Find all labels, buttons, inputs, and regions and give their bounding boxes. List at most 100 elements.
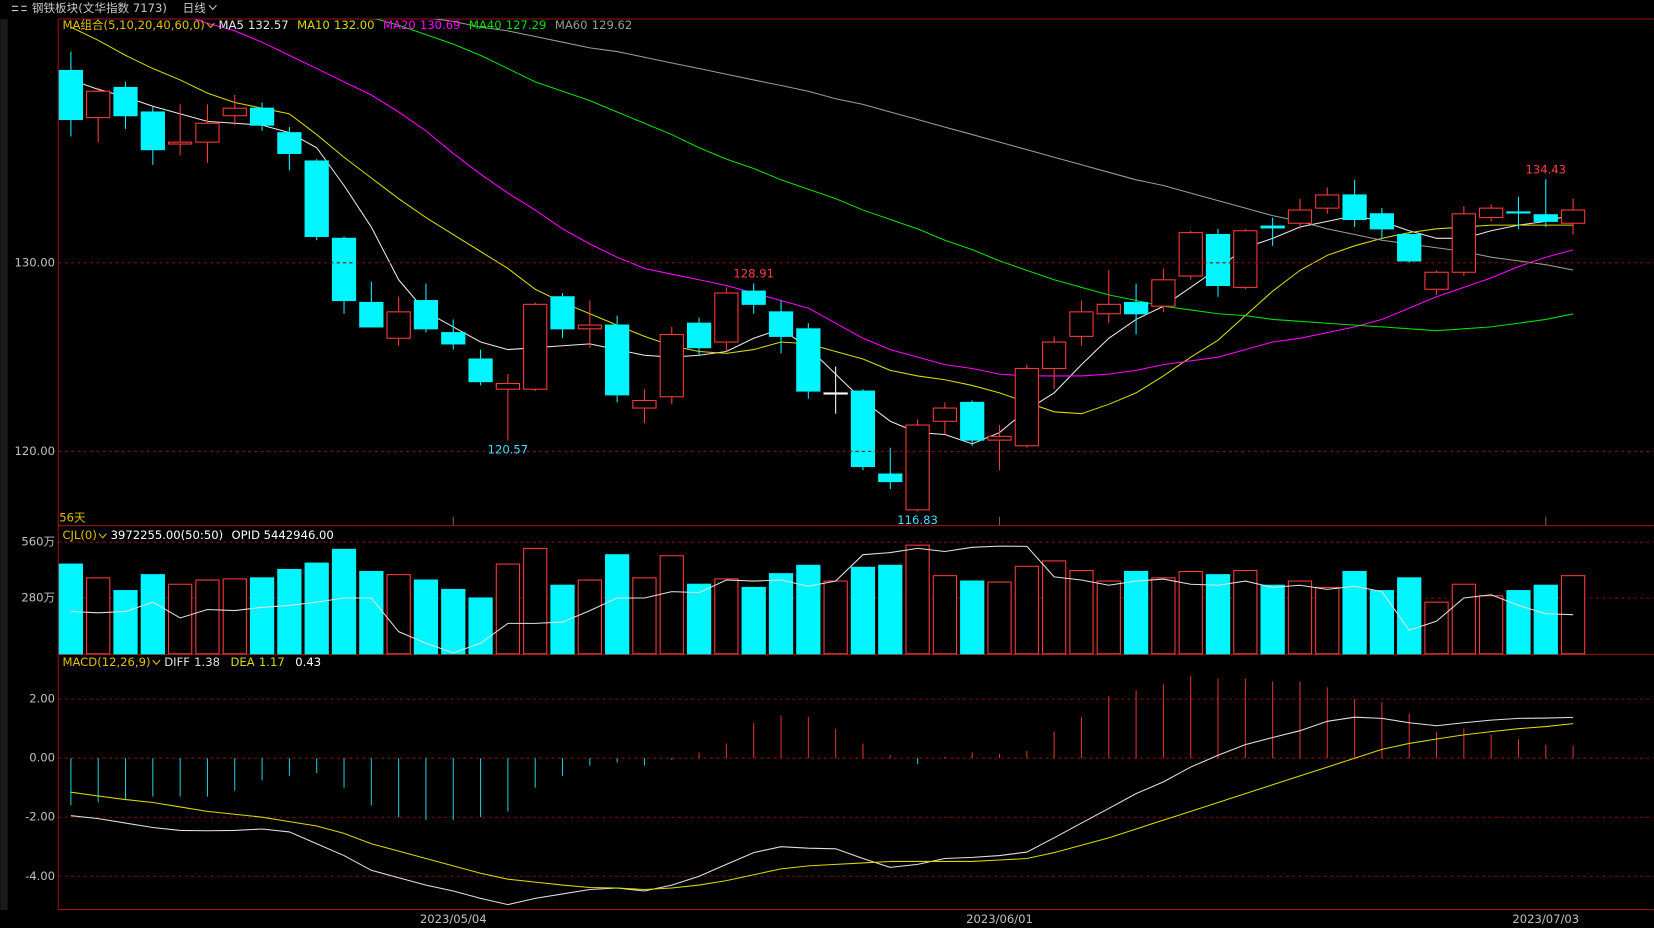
candle-body xyxy=(441,332,466,345)
volume-bar xyxy=(1096,580,1121,655)
macd-line xyxy=(70,716,1574,906)
volume-bar xyxy=(86,577,111,655)
header-title: 钢铁板块(文华指数 7173) xyxy=(32,1,167,15)
candle-body xyxy=(932,407,958,422)
candle-body xyxy=(550,296,575,330)
volume-bar xyxy=(686,583,712,655)
candle-body xyxy=(1096,303,1121,315)
volume-bar xyxy=(905,544,930,655)
volume-bar xyxy=(359,570,384,655)
candle-body xyxy=(1342,194,1367,220)
candle-body xyxy=(1369,213,1395,230)
volume-bar xyxy=(1042,560,1067,655)
candle-body xyxy=(1014,367,1039,447)
candle-body xyxy=(1287,209,1313,224)
candle-body xyxy=(1205,234,1231,286)
legend-name: DEA xyxy=(231,655,255,669)
link-icon xyxy=(11,5,27,12)
candle-body xyxy=(1260,225,1285,229)
candle-body xyxy=(195,122,220,143)
candle-body xyxy=(905,424,930,511)
volume-bar xyxy=(1369,590,1395,655)
candle-body xyxy=(1533,214,1558,222)
candle-body xyxy=(1042,341,1067,369)
volume-bar xyxy=(714,578,739,655)
volume-bar xyxy=(304,562,329,655)
volume-bar xyxy=(1287,580,1313,655)
volume-bar xyxy=(605,554,630,655)
candle-body xyxy=(331,237,357,302)
x-tick-label: 2023/07/03 xyxy=(1512,912,1579,926)
volume-bar xyxy=(222,578,247,655)
y-tick-label: 2.00 xyxy=(29,692,55,706)
panel-title: MACD(12,26,9) xyxy=(62,655,150,669)
legend-value: 1.38 xyxy=(194,655,220,669)
candle-body xyxy=(796,328,821,392)
low-label: 120.57 xyxy=(488,443,529,457)
volume-bar xyxy=(1014,565,1039,655)
volume-bar xyxy=(1315,586,1340,655)
volume-bar xyxy=(140,574,165,655)
legend-value: 132.57 xyxy=(248,18,289,32)
candle-body xyxy=(495,383,521,390)
volume-bar xyxy=(168,583,193,655)
candle-body xyxy=(1069,311,1094,337)
legend-value: 129.62 xyxy=(592,18,633,32)
ma-line xyxy=(431,18,1574,271)
y-tick-label: 130.00 xyxy=(14,255,55,269)
candle-body xyxy=(304,160,329,237)
candle-body xyxy=(659,333,684,398)
volume-bar xyxy=(577,579,602,655)
volume-bar xyxy=(1123,570,1149,655)
legend-value: 127.29 xyxy=(506,18,547,32)
ma-line xyxy=(70,79,1574,445)
legend-name: MA60 xyxy=(555,18,588,32)
legend-value: 0.43 xyxy=(295,655,321,669)
volume-bar xyxy=(1533,584,1558,655)
y-tick-label: 0.00 xyxy=(29,751,55,765)
volume-bar xyxy=(413,579,439,655)
candle-body xyxy=(1233,230,1258,288)
candle-body xyxy=(741,290,766,305)
volume-bar xyxy=(1233,569,1258,655)
candle-body xyxy=(413,300,439,330)
candle-body xyxy=(249,107,275,126)
ma-line xyxy=(193,18,1574,377)
volume-bar xyxy=(1260,584,1285,655)
candle-body xyxy=(1560,209,1586,224)
period-selector[interactable]: 日线 xyxy=(183,1,207,15)
volume-ma-line xyxy=(70,545,1574,654)
volume-bar xyxy=(987,581,1012,655)
candle-body xyxy=(168,141,193,145)
candle-body xyxy=(1479,207,1504,219)
volume-bar xyxy=(58,563,84,655)
volume-bar xyxy=(850,566,876,655)
candle-body xyxy=(1178,232,1203,277)
volume-bar xyxy=(195,579,220,655)
candle-body xyxy=(714,292,739,343)
candle-body xyxy=(140,111,165,151)
volume-bar xyxy=(1397,577,1422,655)
volume-bar xyxy=(386,574,411,655)
legend-name: DIFF xyxy=(164,655,190,669)
side-strip xyxy=(0,18,8,911)
volume-bar xyxy=(113,590,138,655)
legend-value: 1.17 xyxy=(259,655,285,669)
high-label: 128.91 xyxy=(733,266,774,280)
y-tick-label: -4.00 xyxy=(25,869,55,883)
volume-bar xyxy=(659,555,684,655)
chevron xyxy=(206,22,215,29)
ma-line xyxy=(374,18,1574,332)
candle-body xyxy=(86,90,111,119)
candle-body xyxy=(386,311,411,339)
volume-bar xyxy=(550,584,575,655)
volume-bar xyxy=(823,580,848,655)
candle-body xyxy=(1506,211,1531,214)
x-tick-label: 2023/05/04 xyxy=(420,912,487,926)
volume-bar xyxy=(1178,570,1203,655)
volume-bar xyxy=(768,573,794,655)
volume-bar xyxy=(1205,574,1231,655)
candle-body xyxy=(960,401,985,441)
candle-body xyxy=(878,473,903,483)
